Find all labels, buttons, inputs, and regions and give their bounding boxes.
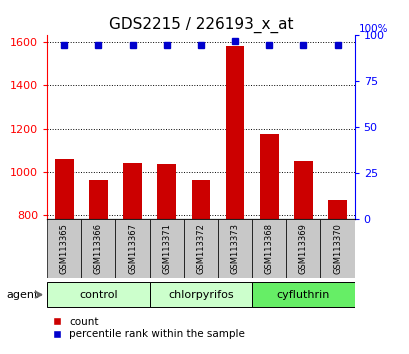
Text: GSM113373: GSM113373 (230, 223, 239, 274)
Text: GSM113370: GSM113370 (332, 223, 341, 274)
Bar (225, 46, 244, 219)
Bar (218, 219, 252, 278)
Bar (252, 219, 285, 278)
Text: GSM113371: GSM113371 (162, 223, 171, 274)
Text: GSM113368: GSM113368 (264, 223, 273, 274)
Bar (81, 219, 115, 278)
Text: agent: agent (6, 290, 38, 300)
Bar (259, 134, 278, 219)
Legend: count, percentile rank within the sample: count, percentile rank within the sample (52, 317, 244, 339)
Bar (183, 219, 218, 278)
Text: GSM113366: GSM113366 (94, 223, 103, 274)
Bar (123, 163, 142, 219)
Bar (55, 159, 74, 219)
Bar (89, 181, 108, 219)
Text: cyfluthrin: cyfluthrin (276, 290, 329, 300)
Bar (252, 282, 354, 307)
Text: GSM113365: GSM113365 (60, 223, 69, 274)
Text: chlorpyrifos: chlorpyrifos (168, 290, 233, 300)
Bar (320, 219, 354, 278)
Bar (47, 282, 149, 307)
Bar (191, 181, 210, 219)
Text: 100%: 100% (358, 24, 387, 34)
Bar (293, 161, 312, 219)
Bar (327, 200, 346, 219)
Bar (285, 219, 320, 278)
Text: control: control (79, 290, 117, 300)
Bar (47, 219, 81, 278)
Bar (149, 282, 252, 307)
Bar (149, 219, 183, 278)
Text: GSM113372: GSM113372 (196, 223, 205, 274)
Bar (157, 164, 176, 219)
Text: GSM113369: GSM113369 (298, 223, 307, 274)
Title: GDS2215 / 226193_x_at: GDS2215 / 226193_x_at (108, 16, 292, 33)
Bar (115, 219, 149, 278)
Text: GSM113367: GSM113367 (128, 223, 137, 274)
